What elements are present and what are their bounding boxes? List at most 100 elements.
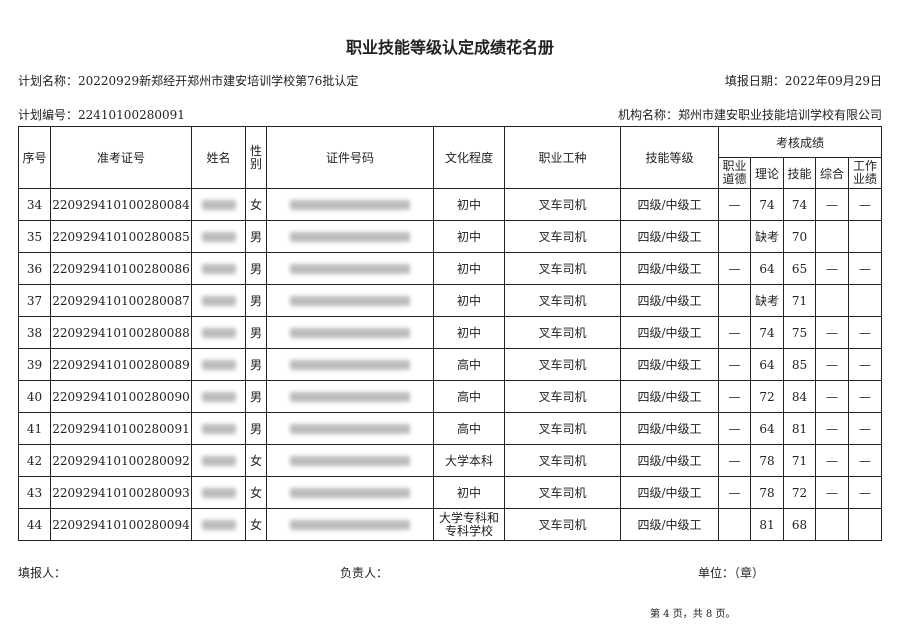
- cell-occupation: 叉车司机: [504, 284, 621, 317]
- cell-ethics: [718, 508, 751, 541]
- cell-occupation: 叉车司机: [504, 508, 621, 541]
- header-ethics: 职业道德: [718, 157, 751, 189]
- page-number: 第 4 页，共 8 页。: [650, 609, 736, 620]
- cell-occupation: 叉车司机: [504, 252, 621, 285]
- cell-overall: —: [815, 444, 849, 477]
- cell-performance: —: [848, 476, 882, 509]
- redacted-name: [191, 476, 246, 509]
- cell-seq: 34: [18, 188, 51, 221]
- redacted-id: [266, 284, 434, 317]
- cell-performance: [848, 284, 882, 317]
- cell-skill: 71: [783, 284, 816, 317]
- cell-level: 四级/中级工: [620, 380, 719, 413]
- cell-ethics: —: [718, 412, 751, 445]
- cell-performance: —: [848, 380, 882, 413]
- header-exam-no: 准考证号: [50, 126, 192, 189]
- table-row: 39 220929410100280089 男高中 叉车司机 四级/中级工 —64 85— —: [18, 348, 882, 381]
- cell-ethics: —: [718, 476, 751, 509]
- cell-seq: 40: [18, 380, 51, 413]
- cell-seq: 37: [18, 284, 51, 317]
- table-row: 41 220929410100280091 男高中 叉车司机 四级/中级工 —64 81— —: [18, 412, 882, 445]
- cell-theory: 78: [750, 476, 784, 509]
- cell-overall: [815, 284, 849, 317]
- cell-gender: 男: [245, 412, 267, 445]
- cell-gender: 女: [245, 508, 267, 541]
- cell-level: 四级/中级工: [620, 252, 719, 285]
- header-theory: 理论: [750, 157, 784, 189]
- table-row: 36 220929410100280086 男初中 叉车司机 四级/中级工 —64 65— —: [18, 252, 882, 285]
- report-date: 填报日期：2022年09月29日: [724, 74, 882, 88]
- cell-theory: 74: [750, 188, 784, 221]
- table-row: 34 220929410100280084 女初中 叉车司机 四级/中级工 —74 74— —: [18, 188, 882, 221]
- cell-performance: —: [848, 348, 882, 381]
- cell-exam-no: 220929410100280091: [50, 412, 192, 445]
- responsible-label: 负责人：: [340, 566, 389, 580]
- cell-ethics: [718, 220, 751, 253]
- cell-skill: 74: [783, 188, 816, 221]
- table-row: 38 220929410100280088 男初中 叉车司机 四级/中级工 —74 75— —: [18, 316, 882, 349]
- redaction-blur: [290, 200, 410, 210]
- redacted-id: [266, 316, 434, 349]
- cell-gender: 男: [245, 252, 267, 285]
- cell-overall: —: [815, 348, 849, 381]
- redacted-name: [191, 252, 246, 285]
- cell-education: 初中: [433, 476, 505, 509]
- cell-seq: 35: [18, 220, 51, 253]
- redacted-name: [191, 508, 246, 541]
- cell-theory: 缺考: [750, 220, 784, 253]
- cell-skill: 70: [783, 220, 816, 253]
- redaction-blur: [201, 488, 236, 498]
- cell-level: 四级/中级工: [620, 348, 719, 381]
- redaction-blur: [290, 392, 410, 402]
- cell-education: 初中: [433, 316, 505, 349]
- redacted-id: [266, 188, 434, 221]
- cell-ethics: —: [718, 252, 751, 285]
- cell-exam-no: 220929410100280087: [50, 284, 192, 317]
- cell-skill: 85: [783, 348, 816, 381]
- redaction-blur: [201, 392, 236, 402]
- redacted-id: [266, 252, 434, 285]
- cell-exam-no: 220929410100280090: [50, 380, 192, 413]
- cell-exam-no: 220929410100280089: [50, 348, 192, 381]
- table-row: 44 220929410100280094 女 大学专科和专科学校 叉车司机 四级/中级工…: [18, 508, 882, 541]
- org-name: 机构名称：郑州市建安职业技能培训学校有限公司: [617, 108, 882, 122]
- cell-theory: 64: [750, 412, 784, 445]
- header-education: 文化程度: [433, 126, 505, 189]
- cell-overall: [815, 220, 849, 253]
- cell-occupation: 叉车司机: [504, 220, 621, 253]
- cell-exam-no: 220929410100280086: [50, 252, 192, 285]
- redacted-id: [266, 412, 434, 445]
- redacted-id: [266, 348, 434, 381]
- cell-gender: 男: [245, 284, 267, 317]
- redacted-id: [266, 380, 434, 413]
- cell-level: 四级/中级工: [620, 220, 719, 253]
- cell-gender: 男: [245, 348, 267, 381]
- table-row: 37 220929410100280087 男 初中 叉车司机 四级/中级工 缺考 71: [18, 284, 882, 317]
- cell-overall: —: [815, 252, 849, 285]
- cell-ethics: —: [718, 348, 751, 381]
- header-level: 技能等级: [620, 126, 719, 189]
- cell-gender: 女: [245, 188, 267, 221]
- cell-ethics: —: [718, 316, 751, 349]
- header-id-no: 证件号码: [266, 126, 434, 189]
- cell-performance: —: [848, 412, 882, 445]
- redaction-blur: [201, 360, 236, 370]
- cell-performance: —: [848, 316, 882, 349]
- cell-occupation: 叉车司机: [504, 188, 621, 221]
- cell-gender: 女: [245, 476, 267, 509]
- redaction-blur: [290, 264, 410, 274]
- header-gender: 性别: [245, 126, 267, 189]
- redacted-name: [191, 348, 246, 381]
- cell-overall: —: [815, 412, 849, 445]
- cell-ethics: —: [718, 188, 751, 221]
- plan-number: 计划编号：22410100280091: [18, 108, 185, 122]
- redacted-name: [191, 220, 246, 253]
- cell-level: 四级/中级工: [620, 508, 719, 541]
- redacted-id: [266, 444, 434, 477]
- cell-theory: 74: [750, 316, 784, 349]
- redacted-name: [191, 380, 246, 413]
- cell-level: 四级/中级工: [620, 412, 719, 445]
- header-skill: 技能: [783, 157, 816, 189]
- cell-theory: 78: [750, 444, 784, 477]
